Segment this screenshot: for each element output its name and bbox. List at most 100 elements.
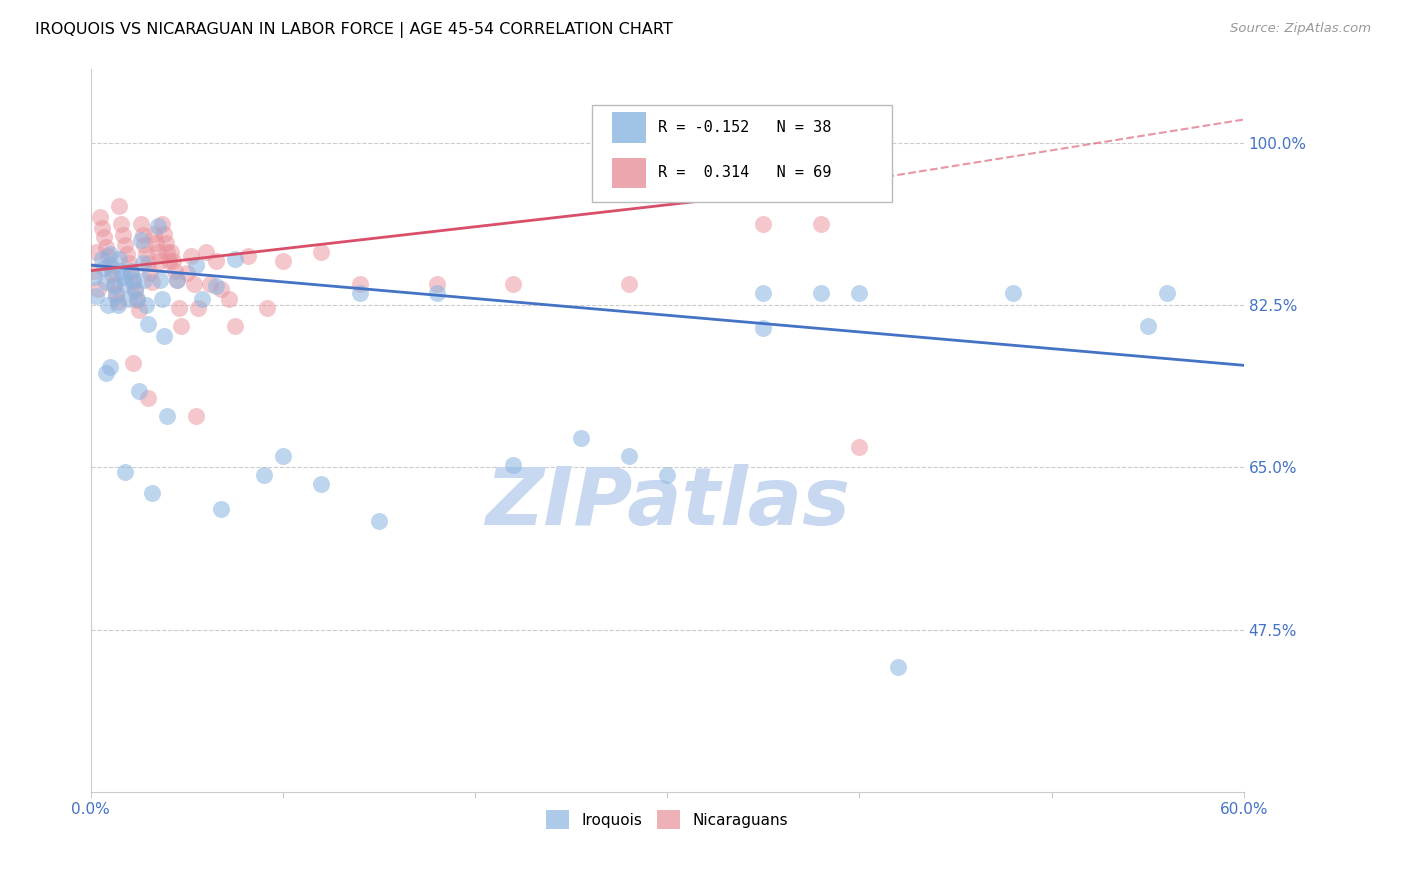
- Point: [271, 449, 294, 463]
- Point: [752, 321, 775, 335]
- Point: [94, 275, 117, 289]
- Point: [103, 277, 125, 291]
- Point: [98, 258, 121, 272]
- Point: [100, 260, 122, 275]
- Point: [135, 247, 157, 261]
- Point: [198, 277, 221, 291]
- Point: [136, 391, 159, 405]
- Point: [224, 252, 246, 266]
- Point: [141, 275, 163, 289]
- Point: [149, 273, 172, 287]
- Point: [157, 254, 180, 268]
- Point: [108, 252, 131, 266]
- Point: [134, 237, 156, 252]
- Point: [152, 227, 174, 241]
- Point: [136, 256, 159, 270]
- Point: [125, 292, 148, 306]
- Point: [426, 285, 449, 300]
- Point: [114, 277, 136, 291]
- Point: [94, 366, 117, 380]
- Text: IROQUOIS VS NICARAGUAN IN LABOR FORCE | AGE 45-54 CORRELATION CHART: IROQUOIS VS NICARAGUAN IN LABOR FORCE | …: [35, 22, 673, 38]
- Point: [118, 256, 141, 270]
- Point: [86, 289, 108, 303]
- Point: [118, 292, 141, 306]
- Point: [187, 301, 209, 315]
- FancyBboxPatch shape: [592, 104, 891, 202]
- Point: [569, 431, 592, 445]
- Point: [183, 277, 205, 291]
- Point: [129, 233, 152, 247]
- Point: [162, 254, 184, 268]
- Point: [120, 266, 142, 280]
- Point: [367, 514, 389, 528]
- Point: [83, 270, 105, 285]
- Point: [848, 285, 870, 300]
- Point: [94, 239, 117, 253]
- Point: [91, 221, 114, 235]
- Point: [104, 289, 127, 303]
- Point: [1136, 319, 1159, 334]
- Point: [166, 273, 188, 287]
- Point: [98, 360, 121, 375]
- Point: [149, 254, 172, 268]
- Point: [194, 245, 217, 260]
- Point: [186, 258, 208, 272]
- Point: [810, 217, 832, 231]
- Point: [110, 217, 132, 231]
- Point: [114, 465, 136, 479]
- Point: [349, 277, 371, 291]
- Point: [122, 356, 145, 370]
- Text: Source: ZipAtlas.com: Source: ZipAtlas.com: [1230, 22, 1371, 36]
- Point: [97, 298, 120, 312]
- Point: [218, 292, 240, 306]
- Point: [752, 217, 775, 231]
- Point: [108, 199, 131, 213]
- Point: [124, 282, 146, 296]
- Point: [848, 440, 870, 454]
- Point: [810, 285, 832, 300]
- Point: [104, 285, 127, 300]
- Point: [107, 295, 129, 310]
- Legend: Iroquois, Nicaraguans: Iroquois, Nicaraguans: [540, 804, 794, 835]
- Point: [139, 266, 162, 280]
- Point: [204, 279, 226, 293]
- Point: [209, 502, 232, 516]
- Point: [752, 285, 775, 300]
- Point: [114, 237, 136, 252]
- Point: [426, 277, 449, 291]
- Point: [97, 249, 120, 263]
- Point: [146, 219, 169, 234]
- Point: [134, 273, 156, 287]
- Point: [224, 319, 246, 334]
- Point: [167, 301, 190, 315]
- Point: [110, 263, 132, 277]
- Point: [86, 245, 108, 260]
- Point: [135, 298, 157, 312]
- Point: [204, 254, 226, 268]
- FancyBboxPatch shape: [612, 158, 647, 188]
- Point: [170, 319, 193, 334]
- Point: [145, 235, 167, 250]
- Point: [887, 659, 910, 673]
- Point: [180, 249, 202, 263]
- Point: [617, 449, 640, 463]
- Point: [502, 458, 524, 473]
- Point: [209, 282, 232, 296]
- Point: [128, 302, 150, 317]
- Point: [502, 277, 524, 291]
- Point: [91, 252, 114, 266]
- Point: [309, 477, 332, 491]
- Point: [160, 245, 183, 260]
- Text: ZIPatlas: ZIPatlas: [485, 464, 849, 541]
- Point: [93, 260, 115, 275]
- Text: R = -0.152   N = 38: R = -0.152 N = 38: [658, 120, 831, 135]
- Point: [155, 235, 177, 250]
- Point: [156, 409, 179, 424]
- Point: [100, 268, 122, 282]
- Point: [309, 245, 332, 260]
- Point: [191, 292, 214, 306]
- Point: [186, 409, 208, 424]
- Point: [165, 263, 187, 277]
- Point: [89, 210, 111, 224]
- Point: [1156, 285, 1178, 300]
